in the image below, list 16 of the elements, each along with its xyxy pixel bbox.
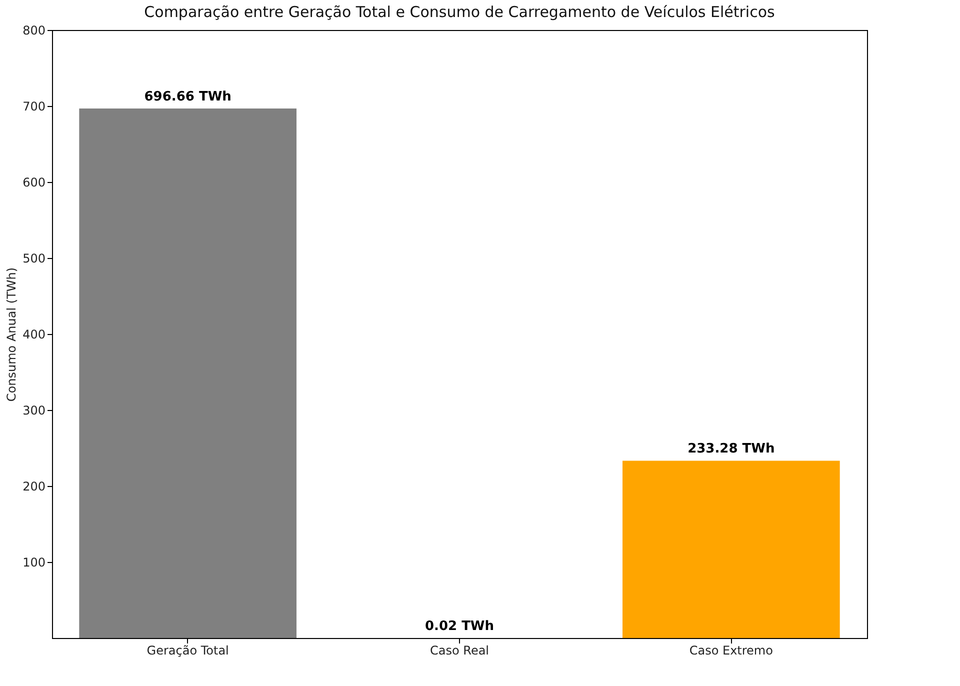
chart-title: Comparação entre Geração Total e Consumo de Carregamento de Veículos Elétricos: [144, 3, 776, 21]
y-tick-label: 200: [22, 480, 46, 494]
y-tick-label: 700: [22, 100, 46, 114]
y-tick-label: 300: [22, 404, 46, 418]
x-tick-label: Caso Real: [430, 644, 490, 658]
data-label: 233.28 TWh: [688, 442, 775, 457]
x-tick-label: Geração Total: [146, 644, 229, 658]
data-label: 696.66 TWh: [144, 90, 232, 105]
y-tick-label: 800: [22, 24, 46, 38]
y-axis-title: Consumo Anual (TWh): [4, 267, 19, 402]
y-tick-label: 100: [22, 556, 46, 570]
data-label: 0.02 TWh: [424, 618, 494, 634]
y-tick-label: 500: [22, 252, 46, 266]
x-tick-label: Caso Extremo: [689, 644, 773, 658]
y-tick-label: 400: [22, 328, 46, 342]
y-tick-label: 600: [22, 176, 46, 190]
